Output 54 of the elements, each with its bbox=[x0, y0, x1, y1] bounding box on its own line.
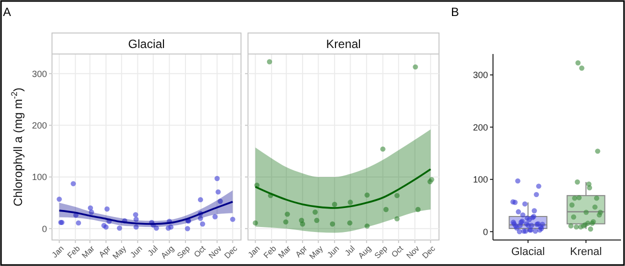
x-tick-label: Oct bbox=[390, 243, 406, 260]
y-tick-label: 0 bbox=[482, 226, 488, 237]
x-tick-label: Dec bbox=[222, 244, 240, 260]
x-tick-label: Jun bbox=[128, 244, 144, 260]
y-tick-label: 300 bbox=[32, 68, 47, 79]
text: A bbox=[3, 5, 12, 19]
y-tick-label: 200 bbox=[32, 120, 47, 130]
x-tick-label: Jan bbox=[50, 244, 66, 260]
point bbox=[116, 226, 122, 231]
point bbox=[230, 216, 236, 222]
point bbox=[70, 181, 76, 186]
x-tick-label: Jul bbox=[146, 244, 160, 258]
x-tick-label: Krenal bbox=[570, 246, 602, 258]
point bbox=[412, 64, 418, 70]
x-tick-label: Feb bbox=[66, 244, 82, 260]
x-tick-label: May bbox=[308, 244, 325, 262]
x-tick-label: Oct bbox=[192, 243, 208, 260]
x-tick-label: Sep bbox=[175, 244, 192, 260]
x-tick-label: May bbox=[110, 244, 128, 262]
x-tick-label: Apr bbox=[97, 244, 113, 260]
y-tick-label: 100 bbox=[472, 174, 488, 185]
point bbox=[56, 196, 62, 202]
x-tick-label: Dec bbox=[420, 244, 437, 260]
x-tick-label: Aug bbox=[356, 244, 373, 260]
x-tick-label: Nov bbox=[207, 244, 224, 260]
point bbox=[216, 189, 221, 195]
point bbox=[214, 176, 220, 182]
x-tick-label: Sep bbox=[372, 244, 390, 260]
x-tick-label: Apr bbox=[294, 244, 310, 260]
point bbox=[380, 146, 386, 152]
x-tick-label: Nov bbox=[404, 244, 422, 260]
text: B bbox=[451, 5, 460, 19]
point bbox=[132, 212, 138, 218]
chart-title: Glacial bbox=[128, 37, 165, 52]
x-tick-label: Jun bbox=[325, 244, 341, 260]
point bbox=[198, 197, 204, 202]
x-tick-label: Jul bbox=[343, 244, 357, 258]
x-tick-label: Glacial bbox=[511, 246, 545, 258]
x-tick-label: Mar bbox=[276, 244, 293, 260]
point bbox=[266, 59, 272, 64]
point bbox=[104, 206, 110, 212]
y-tick-label: 300 bbox=[472, 70, 488, 80]
y-tick-label: 100 bbox=[32, 172, 47, 182]
point bbox=[200, 221, 206, 227]
point bbox=[212, 214, 218, 220]
chart-title: Krenal bbox=[326, 37, 361, 52]
x-tick-label: Jan bbox=[246, 244, 262, 260]
x-tick-label: Mar bbox=[80, 244, 97, 260]
x-tick-label: Aug bbox=[159, 244, 176, 260]
y-tick-label: 0 bbox=[42, 224, 47, 234]
y-tick-label: 200 bbox=[472, 122, 488, 132]
x-tick-label: Feb bbox=[262, 244, 278, 260]
point bbox=[76, 220, 82, 226]
point bbox=[184, 226, 190, 232]
